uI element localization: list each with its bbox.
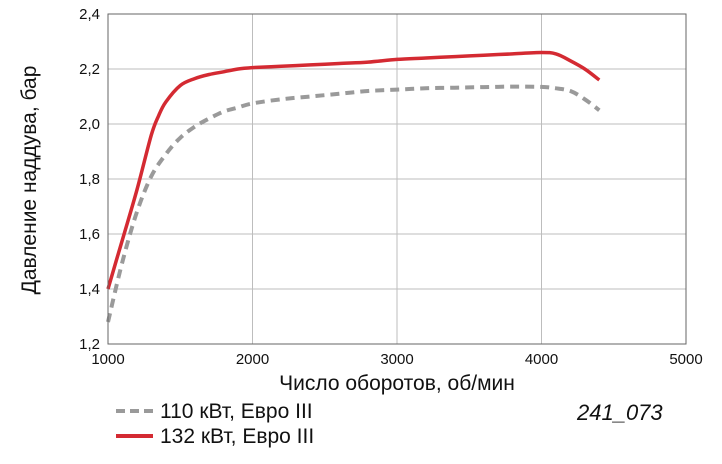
y-axis-tick-labels: 1,2 1,4 1,6 1,8 2,0 2,2 2,4 xyxy=(79,6,100,353)
x-tick-label: 2000 xyxy=(236,351,269,368)
series-lines xyxy=(106,50,601,323)
x-tick-label: 4000 xyxy=(525,351,558,368)
y-tick-label: 1,4 xyxy=(79,281,100,298)
legend-label: 110 кВт, Евро III xyxy=(160,400,313,423)
figure-id-label: 241_073 xyxy=(576,400,663,425)
y-tick-label: 1,8 xyxy=(79,171,100,188)
y-tick-label: 2,2 xyxy=(79,61,100,78)
x-tick-label: 3000 xyxy=(380,351,413,368)
series-line-110kw xyxy=(106,84,601,323)
x-axis-title: Число оборотов, об/мин xyxy=(279,372,515,395)
x-tick-label: 5000 xyxy=(669,351,702,368)
y-tick-label: 2,4 xyxy=(79,6,100,23)
y-tick-label: 1,2 xyxy=(79,336,100,353)
y-axis-title: Давление наддува, бар xyxy=(18,66,41,295)
legend-label: 132 кВт, Евро III xyxy=(160,425,314,448)
y-tick-label: 1,6 xyxy=(79,226,100,243)
grid-lines xyxy=(108,14,686,344)
x-axis-tick-labels: 1000 2000 3000 4000 5000 xyxy=(91,351,702,368)
y-tick-label: 2,0 xyxy=(79,116,100,133)
x-tick-label: 1000 xyxy=(91,351,124,368)
plot-frame xyxy=(107,13,687,345)
series-line-132kw xyxy=(106,50,601,290)
